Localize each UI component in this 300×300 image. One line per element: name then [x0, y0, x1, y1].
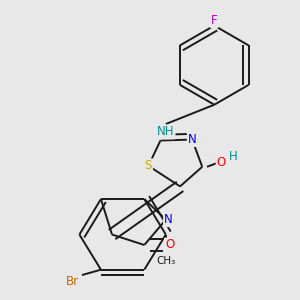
- Text: H: H: [229, 151, 238, 164]
- Text: Br: Br: [66, 275, 79, 288]
- Text: S: S: [145, 159, 152, 172]
- Text: N: N: [188, 133, 197, 146]
- Text: O: O: [217, 156, 226, 169]
- Text: F: F: [211, 14, 217, 27]
- Text: NH: NH: [157, 125, 175, 139]
- Text: CH₃: CH₃: [156, 256, 176, 266]
- Text: N: N: [164, 213, 173, 226]
- Text: O: O: [165, 238, 174, 251]
